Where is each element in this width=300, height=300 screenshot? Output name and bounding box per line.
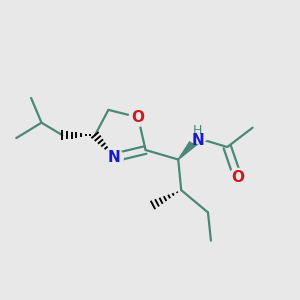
Text: O: O <box>132 110 145 125</box>
Polygon shape <box>178 135 201 160</box>
Text: H: H <box>193 124 202 137</box>
Circle shape <box>185 118 210 143</box>
Circle shape <box>105 148 123 166</box>
Text: O: O <box>231 170 244 185</box>
Circle shape <box>229 168 247 186</box>
Circle shape <box>129 108 147 126</box>
Text: N: N <box>191 133 204 148</box>
Text: N: N <box>108 150 121 165</box>
